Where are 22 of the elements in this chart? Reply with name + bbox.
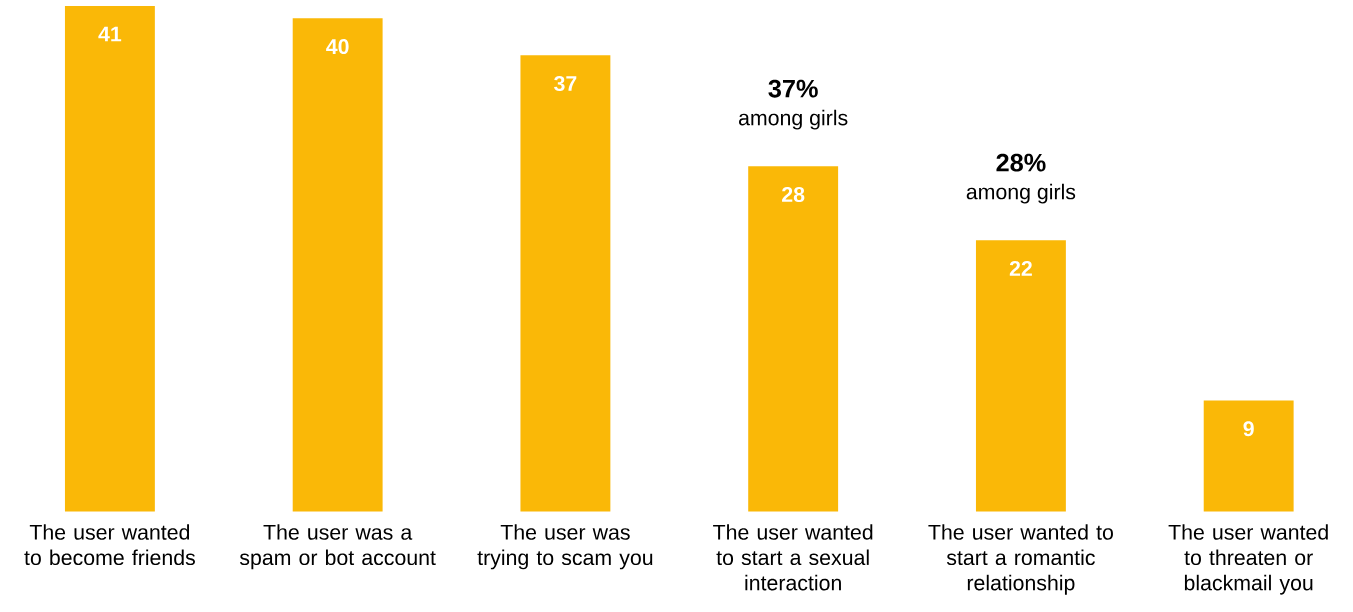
data-label: 28 xyxy=(782,186,805,202)
x-tick-label: The user wanted to become friends xyxy=(24,523,195,565)
bar xyxy=(975,240,1066,512)
bar xyxy=(520,55,611,512)
x-tick-label: The user was a spam or bot account xyxy=(239,523,436,570)
bar xyxy=(64,5,155,512)
data-label: 41 xyxy=(98,26,122,42)
annotation: among girls xyxy=(966,183,1076,204)
annotation: 28% xyxy=(996,153,1046,172)
annotation: 37% xyxy=(768,79,818,98)
annotation: among girls xyxy=(738,109,848,130)
bar xyxy=(748,166,839,512)
bar xyxy=(1203,400,1294,512)
data-label: 22 xyxy=(1009,260,1032,276)
x-tick-label: The user wanted to threaten or blackmail you xyxy=(1168,523,1328,595)
x-tick-label: The user was trying to scam you xyxy=(477,523,653,570)
data-label: 9 xyxy=(1243,421,1254,437)
data-label: 37 xyxy=(554,75,577,91)
x-tick-label: The user wanted to start a romantic relationship xyxy=(928,523,1113,595)
data-label: 40 xyxy=(326,38,349,54)
bar xyxy=(292,18,383,512)
x-tick-label: The user wanted to start a sexual interaction xyxy=(713,523,873,591)
